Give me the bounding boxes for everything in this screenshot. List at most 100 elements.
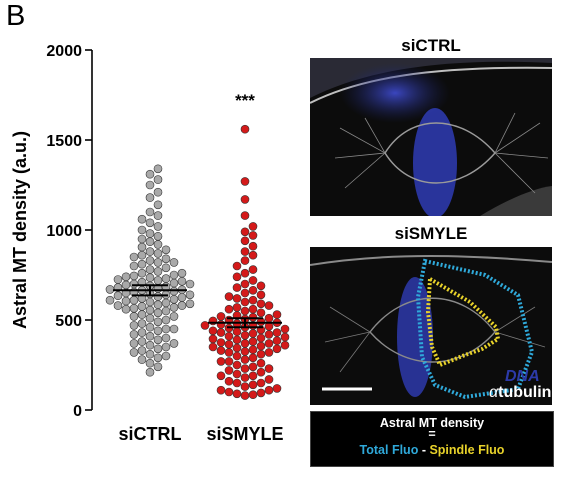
point-sismyle bbox=[240, 355, 250, 364]
point-sictrl bbox=[129, 271, 139, 281]
point-sismyle bbox=[272, 336, 282, 346]
point-sismyle bbox=[232, 283, 242, 292]
point-sictrl bbox=[137, 302, 147, 311]
point-sismyle bbox=[216, 346, 226, 355]
point-sictrl bbox=[169, 270, 179, 280]
point-sismyle bbox=[248, 241, 258, 251]
point-sictrl bbox=[145, 256, 155, 265]
point-sictrl bbox=[153, 222, 163, 231]
formula-box: Astral MT density = Total Fluo - Spindle… bbox=[310, 411, 554, 467]
point-sictrl bbox=[145, 322, 155, 332]
point-sismyle bbox=[216, 385, 226, 395]
point-sismyle bbox=[240, 279, 250, 289]
point-sismyle bbox=[240, 330, 250, 340]
point-sictrl bbox=[129, 252, 139, 262]
point-sismyle bbox=[216, 357, 226, 366]
point-sismyle bbox=[224, 376, 234, 386]
point-sismyle bbox=[224, 387, 234, 397]
point-sictrl bbox=[153, 362, 163, 372]
point-sictrl bbox=[161, 245, 171, 255]
point-sismyle bbox=[240, 297, 250, 307]
point-sismyle bbox=[224, 366, 234, 375]
point-sictrl bbox=[161, 274, 171, 283]
point-sictrl bbox=[153, 344, 163, 354]
point-sismyle bbox=[232, 335, 242, 345]
point-sismyle bbox=[248, 380, 258, 390]
point-sismyle bbox=[256, 341, 266, 351]
formula-equals: = bbox=[428, 427, 436, 441]
point-sismyle bbox=[264, 375, 274, 384]
point-sismyle bbox=[248, 250, 258, 260]
point-sictrl bbox=[145, 331, 155, 341]
point-sismyle bbox=[240, 124, 250, 134]
top-image-title: siCTRL bbox=[401, 36, 461, 55]
sictrl-microscopy-image bbox=[310, 58, 552, 216]
point-sictrl bbox=[137, 337, 147, 346]
point-sismyle bbox=[248, 371, 258, 381]
point-sismyle bbox=[248, 362, 258, 372]
point-sictrl bbox=[153, 258, 163, 267]
point-sismyle bbox=[264, 348, 274, 357]
point-sismyle bbox=[240, 347, 250, 356]
point-sictrl bbox=[129, 261, 139, 271]
point-sismyle bbox=[256, 281, 266, 291]
point-sictrl bbox=[137, 268, 147, 278]
point-sictrl bbox=[129, 339, 139, 348]
point-sismyle bbox=[256, 367, 266, 377]
point-sismyle bbox=[208, 334, 218, 344]
point-sismyle bbox=[232, 272, 242, 282]
point-sismyle bbox=[256, 308, 266, 318]
x-axis-categories: siCTRL siSMYLE bbox=[119, 424, 284, 444]
point-sismyle bbox=[232, 389, 242, 399]
point-sismyle bbox=[248, 353, 258, 363]
point-sictrl bbox=[137, 259, 147, 269]
point-sismyle bbox=[280, 332, 290, 342]
point-sismyle bbox=[240, 391, 250, 400]
y-tick-label: 1000 bbox=[46, 223, 82, 240]
point-sismyle bbox=[248, 337, 258, 346]
point-sictrl bbox=[105, 295, 115, 305]
formula-title: Astral MT density bbox=[379, 416, 485, 430]
point-sismyle bbox=[240, 364, 250, 373]
point-sictrl bbox=[161, 254, 171, 264]
point-sismyle bbox=[216, 312, 226, 321]
point-sictrl bbox=[153, 249, 163, 258]
point-sismyle bbox=[256, 349, 266, 359]
bottom-image-title: siSMYLE bbox=[394, 224, 468, 243]
point-sictrl bbox=[161, 342, 171, 352]
point-sictrl bbox=[185, 299, 195, 309]
panel-letter: B bbox=[6, 0, 26, 32]
point-sictrl bbox=[145, 193, 155, 202]
point-sismyle bbox=[256, 378, 266, 388]
tubulin-text: tubulin bbox=[498, 384, 552, 401]
point-sismyle bbox=[240, 288, 250, 298]
point-sismyle bbox=[272, 310, 282, 319]
point-sictrl bbox=[153, 326, 163, 336]
point-sictrl bbox=[169, 294, 179, 304]
point-sismyle bbox=[224, 331, 234, 341]
point-sictrl bbox=[145, 180, 155, 190]
formula-total: Total Fluo bbox=[359, 443, 419, 457]
point-sictrl bbox=[153, 335, 163, 345]
point-sismyle bbox=[256, 358, 266, 368]
point-sictrl bbox=[161, 315, 171, 325]
point-sictrl bbox=[153, 200, 163, 210]
point-sismyle bbox=[272, 384, 282, 393]
point-sictrl bbox=[145, 273, 155, 283]
scatter-chart: 0 500 1000 1500 2000 Astral MT density (a.u.… bbox=[10, 43, 290, 444]
point-sismyle bbox=[232, 378, 242, 388]
point-sictrl bbox=[169, 303, 179, 312]
point-sictrl bbox=[185, 279, 195, 289]
point-sismyle bbox=[224, 304, 234, 314]
point-sictrl bbox=[129, 348, 139, 357]
point-sictrl bbox=[153, 164, 163, 174]
point-sictrl bbox=[169, 258, 179, 267]
y-tick-label: 0 bbox=[73, 403, 82, 420]
point-sictrl bbox=[161, 351, 171, 361]
mean-sem-bars bbox=[113, 284, 282, 329]
significance-label: *** bbox=[235, 91, 255, 110]
point-sictrl bbox=[137, 242, 147, 252]
point-sismyle bbox=[240, 268, 250, 278]
point-sismyle bbox=[216, 371, 226, 381]
point-sictrl bbox=[129, 321, 139, 330]
